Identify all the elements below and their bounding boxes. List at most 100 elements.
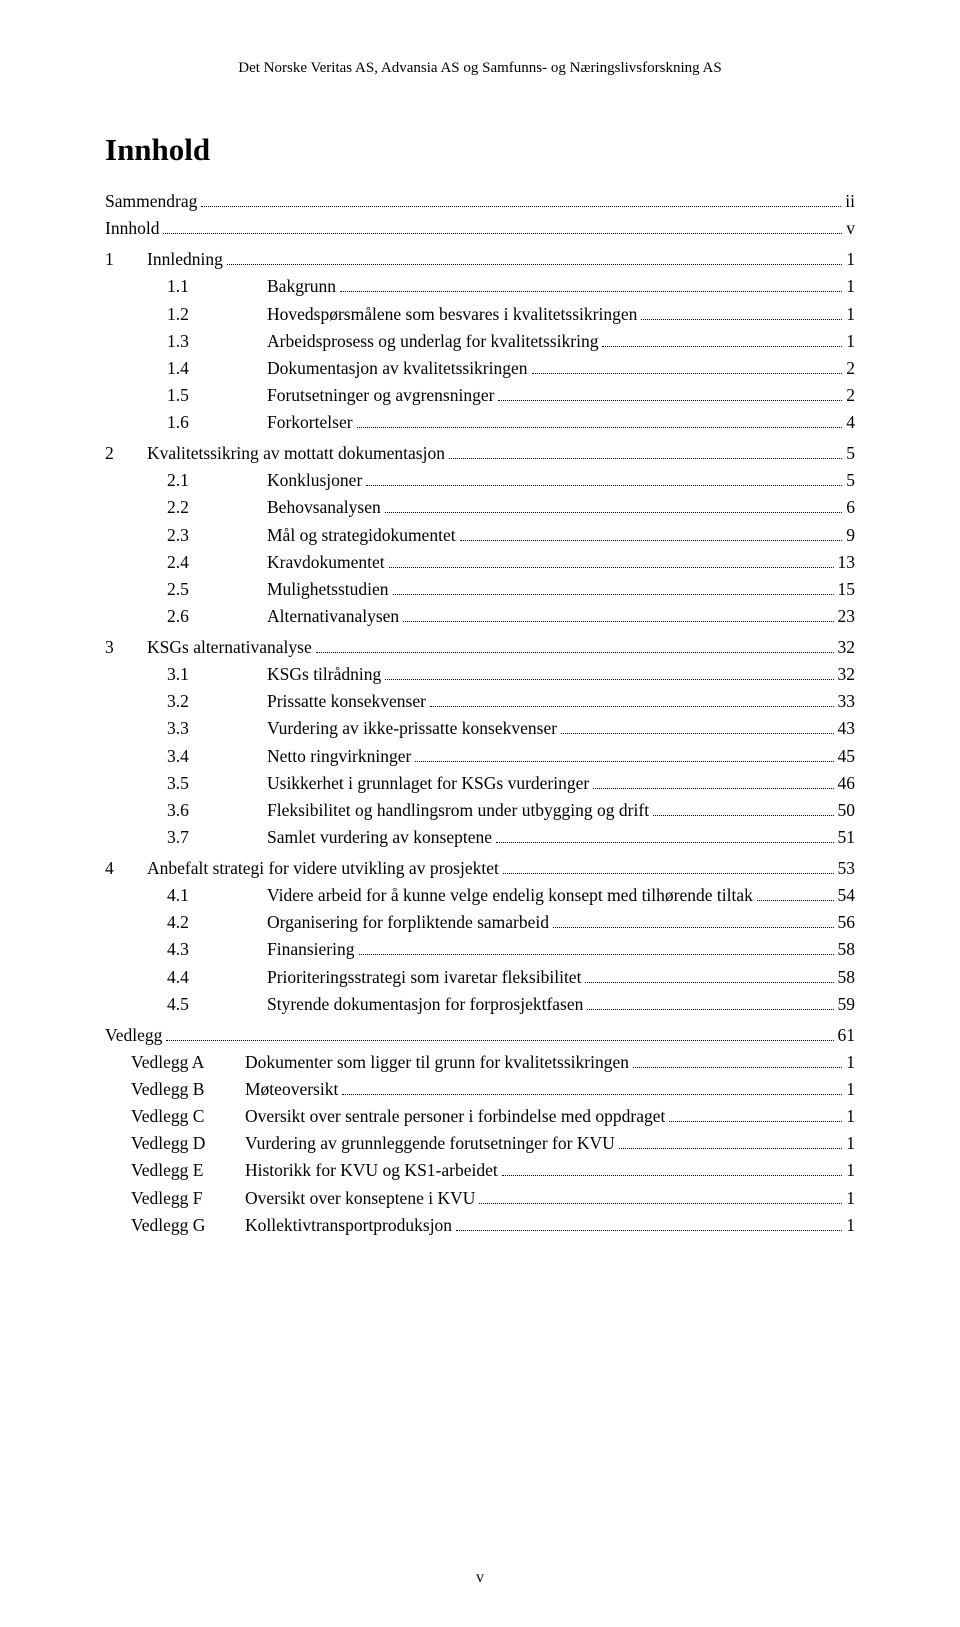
toc-entry-number: 2.2 xyxy=(105,494,215,521)
toc-entry-number: 1.4 xyxy=(105,355,215,382)
toc-entry-label: Bakgrunn xyxy=(215,273,336,300)
toc-entry-number: 4.3 xyxy=(105,936,215,963)
toc-entry-number: 3.7 xyxy=(105,824,215,851)
toc-entry-page: 58 xyxy=(838,936,856,963)
toc-entry-page: 23 xyxy=(838,603,856,630)
toc-leader-dots xyxy=(449,458,842,459)
toc-leader-dots xyxy=(385,512,843,513)
toc-entry-page: 58 xyxy=(838,964,856,991)
toc-leader-dots xyxy=(342,1094,842,1095)
toc-entry-page: 9 xyxy=(846,522,855,549)
toc-container: SammendragiiInnholdv1Innledning11.1Bakgr… xyxy=(105,188,855,1239)
toc-entry-page: 1 xyxy=(846,1076,855,1103)
toc-entry-number: 2.5 xyxy=(105,576,215,603)
toc-entry: 2Kvalitetssikring av mottatt dokumentasj… xyxy=(105,440,855,467)
toc-entry-number: 1 xyxy=(105,246,131,273)
toc-entry-number: 2.6 xyxy=(105,603,215,630)
toc-entry-number: 1.2 xyxy=(105,301,215,328)
toc-entry: 4Anbefalt strategi for videre utvikling … xyxy=(105,855,855,882)
toc-entry: 3.7Samlet vurdering av konseptene51 xyxy=(105,824,855,851)
toc-entry-page: 1 xyxy=(846,328,855,355)
toc-leader-dots xyxy=(456,1230,842,1231)
toc-entry-number: Vedlegg F xyxy=(105,1185,229,1212)
toc-entry: 1.4Dokumentasjon av kvalitetssikringen2 xyxy=(105,355,855,382)
toc-leader-dots xyxy=(415,761,833,762)
toc-entry-page: 1 xyxy=(846,1185,855,1212)
toc-entry-label: Mål og strategidokumentet xyxy=(215,522,456,549)
toc-leader-dots xyxy=(201,206,841,207)
toc-entry-number: 4.1 xyxy=(105,882,215,909)
toc-leader-dots xyxy=(385,679,833,680)
toc-entry-label: Møteoversikt xyxy=(229,1076,338,1103)
toc-entry: 2.2Behovsanalysen6 xyxy=(105,494,855,521)
toc-entry: 2.3Mål og strategidokumentet9 xyxy=(105,522,855,549)
toc-entry: Sammendrag ii xyxy=(105,188,855,215)
toc-entry-number: 4 xyxy=(105,855,131,882)
toc-entry: 1.1Bakgrunn 1 xyxy=(105,273,855,300)
toc-entry: 3.3Vurdering av ikke-prissatte konsekven… xyxy=(105,715,855,742)
toc-entry-number: 3 xyxy=(105,634,131,661)
toc-entry-number: Vedlegg D xyxy=(105,1130,229,1157)
toc-entry-label: Sammendrag xyxy=(105,188,197,215)
toc-entry: 2.6Alternativanalysen 23 xyxy=(105,603,855,630)
page-header: Det Norske Veritas AS, Advansia AS og Sa… xyxy=(105,60,855,77)
toc-entry-page: ii xyxy=(845,188,855,215)
toc-entry: 2.5Mulighetsstudien15 xyxy=(105,576,855,603)
toc-entry-label: KSGs alternativanalyse xyxy=(131,634,312,661)
toc-entry-label: KSGs tilrådning xyxy=(215,661,381,688)
toc-leader-dots xyxy=(430,706,834,707)
toc-entry-label: Prissatte konsekvenser xyxy=(215,688,426,715)
toc-entry-page: 1 xyxy=(846,1157,855,1184)
toc-entry: Vedlegg FOversikt over konseptene i KVU1 xyxy=(105,1185,855,1212)
toc-entry-page: 13 xyxy=(838,549,856,576)
toc-entry-number: Vedlegg G xyxy=(105,1212,229,1239)
page-footer: v xyxy=(0,1569,960,1587)
toc-entry: 4.5Styrende dokumentasjon for forprosjek… xyxy=(105,991,855,1018)
toc-leader-dots xyxy=(403,621,833,622)
toc-entry: 3.1KSGs tilrådning32 xyxy=(105,661,855,688)
toc-entry-label: Samlet vurdering av konseptene xyxy=(215,824,492,851)
toc-entry-label: Vurdering av ikke-prissatte konsekvenser xyxy=(215,715,557,742)
toc-entry-label: Forkortelser xyxy=(215,409,353,436)
toc-entry: 1.5Forutsetninger og avgrensninger2 xyxy=(105,382,855,409)
toc-entry-number: 3.2 xyxy=(105,688,215,715)
toc-entry-label: Konklusjoner xyxy=(215,467,362,494)
toc-leader-dots xyxy=(503,873,834,874)
toc-entry-page: 6 xyxy=(846,494,855,521)
toc-entry: Vedlegg BMøteoversikt 1 xyxy=(105,1076,855,1103)
toc-entry-page: 46 xyxy=(838,770,856,797)
toc-entry-label: Alternativanalysen xyxy=(215,603,399,630)
toc-entry-number: Vedlegg B xyxy=(105,1076,229,1103)
toc-entry-label: Vurdering av grunnleggende forutsetninge… xyxy=(229,1130,615,1157)
toc-entry-page: 33 xyxy=(838,688,856,715)
toc-leader-dots xyxy=(757,900,834,901)
toc-entry-page: 61 xyxy=(838,1022,856,1049)
toc-entry-page: v xyxy=(846,215,855,242)
toc-entry: Vedlegg COversikt over sentrale personer… xyxy=(105,1103,855,1130)
toc-entry: 3.5Usikkerhet i grunnlaget for KSGs vurd… xyxy=(105,770,855,797)
toc-entry: 2.1Konklusjoner5 xyxy=(105,467,855,494)
toc-entry-label: Styrende dokumentasjon for forprosjektfa… xyxy=(215,991,583,1018)
toc-entry-label: Kvalitetssikring av mottatt dokumentasjo… xyxy=(131,440,445,467)
toc-entry-page: 1 xyxy=(846,1130,855,1157)
toc-entry-page: 1 xyxy=(846,273,855,300)
toc-entry-label: Netto ringvirkninger xyxy=(215,743,411,770)
toc-leader-dots xyxy=(479,1203,842,1204)
toc-entry-number: 2.1 xyxy=(105,467,215,494)
toc-entry: 3.6Fleksibilitet og handlingsrom under u… xyxy=(105,797,855,824)
toc-leader-dots xyxy=(227,264,842,265)
toc-entry-label: Innledning xyxy=(131,246,223,273)
toc-entry-number: Vedlegg E xyxy=(105,1157,229,1184)
toc-leader-dots xyxy=(357,427,843,428)
toc-entry-page: 56 xyxy=(838,909,856,936)
toc-entry-label: Usikkerhet i grunnlaget for KSGs vurderi… xyxy=(215,770,589,797)
toc-entry-label: Kollektivtransportproduksjon xyxy=(229,1212,452,1239)
toc-entry-number: 1.1 xyxy=(105,273,215,300)
toc-leader-dots xyxy=(593,788,833,789)
toc-entry: 1Innledning1 xyxy=(105,246,855,273)
toc-title: Innhold xyxy=(105,132,855,168)
toc-entry-page: 15 xyxy=(838,576,856,603)
toc-leader-dots xyxy=(587,1009,833,1010)
toc-entry-number: Vedlegg A xyxy=(105,1049,229,1076)
toc-entry-page: 1 xyxy=(846,1049,855,1076)
